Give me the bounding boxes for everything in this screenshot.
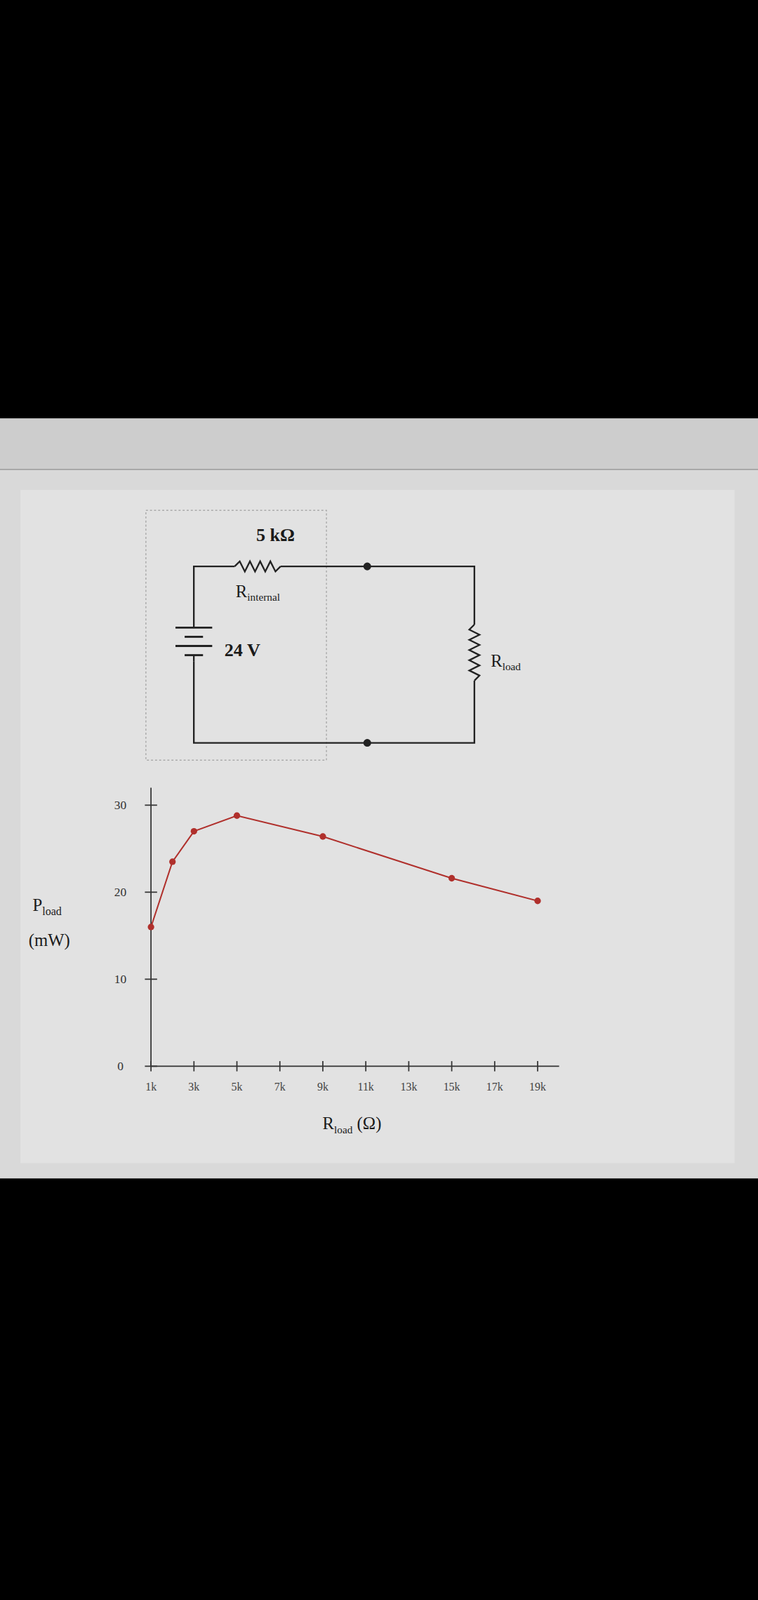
point [319,833,326,840]
load-label-sub: load [502,660,522,673]
y-axis-label: Pload (mW) [28,895,71,950]
x-tick-label: 3k [188,1080,200,1093]
battery-plate [175,645,212,648]
x-tick [451,1061,453,1072]
x-tick-label: 11k [357,1080,374,1093]
y-tick [144,804,157,806]
screen [0,418,758,1179]
top-strip [0,418,758,470]
point [169,858,176,865]
resistor-label: Rinternal [235,581,281,603]
point [147,923,154,930]
page: 5 kΩ Rinternal 24 V Rload 0 10 20 30 1k 3k 5k 7k 9k 1… [0,0,758,1600]
x-tick [494,1061,496,1072]
terminal [364,739,371,747]
x-axis-label-sub: load [334,1123,354,1136]
battery-plate [184,635,203,638]
resistor-value: 5 kΩ [256,524,295,546]
resistor-load [469,624,481,681]
separator [0,468,758,470]
battery-plate [175,626,212,629]
x-tick-label: 13k [400,1080,417,1093]
y-tick-label: 0 [117,1059,124,1074]
y-axis-label-unit: (mW) [28,930,71,951]
x-tick [536,1061,539,1072]
load-label-main: R [490,651,503,671]
x-tick [150,1061,152,1072]
resistor-label-sub: internal [247,590,281,603]
source-box [145,510,327,761]
x-tick-label: 7k [274,1080,286,1093]
background [0,0,758,1600]
y-tick [144,891,157,893]
point [190,828,198,835]
wire [193,661,475,743]
source-label: 24 V [224,640,261,661]
resistor-label-main: R [235,581,248,601]
x-tick-label: 9k [317,1080,329,1093]
x-tick-label: 15k [443,1080,461,1093]
point [448,875,455,882]
plot [147,812,541,931]
x-tick [364,1061,367,1072]
x-axis [150,1066,560,1068]
x-tick-label: 1k [145,1080,157,1093]
wire [193,655,195,662]
x-tick-label: 5k [231,1080,243,1093]
x-tick [408,1061,410,1072]
series-line [150,815,538,928]
load-label: Rload [490,651,521,673]
y-axis-label-main: P [32,895,43,915]
y-tick-label: 30 [114,798,128,813]
y-tick-label: 10 [114,972,128,987]
x-tick [236,1061,238,1072]
point [233,812,241,820]
panel [20,489,735,1163]
y-tick-label: 20 [114,885,128,900]
point [534,897,541,904]
resistor-internal [234,561,281,573]
y-axis-label-sub: load [42,905,62,918]
axes [144,788,559,1072]
x-tick-label: 17k [486,1080,504,1093]
x-tick [322,1061,324,1072]
y-tick [144,979,157,981]
x-axis-label: Rload (Ω) [322,1114,382,1136]
wire [280,566,475,625]
x-axis-label-main: R [322,1114,335,1134]
x-tick [279,1061,281,1072]
circuit [145,510,480,761]
terminal [364,563,371,570]
x-axis-label-rest: (Ω) [352,1114,382,1135]
x-tick-label: 19k [529,1080,547,1093]
wire [193,566,235,628]
x-tick [193,1061,195,1072]
